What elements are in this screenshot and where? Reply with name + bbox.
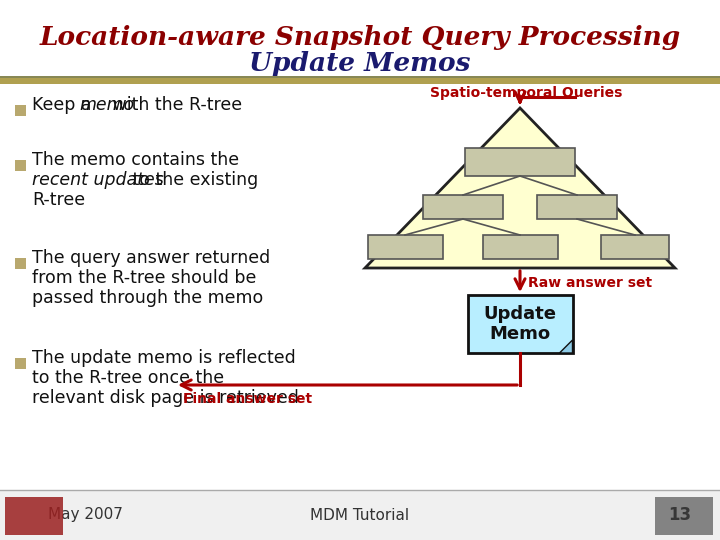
- Bar: [15, 358, 26, 369]
- Bar: [367, 235, 443, 259]
- Bar: [0, 78, 720, 84]
- Polygon shape: [559, 340, 572, 353]
- Text: Location-aware Snapshot Query Processing: Location-aware Snapshot Query Processing: [40, 25, 680, 51]
- Text: Keep a: Keep a: [32, 96, 97, 114]
- Text: to the R-tree once the: to the R-tree once the: [32, 369, 224, 387]
- Bar: [5, 497, 63, 535]
- Text: passed through the memo: passed through the memo: [32, 289, 264, 307]
- Text: 13: 13: [668, 506, 692, 524]
- Bar: [0, 490, 720, 540]
- Text: memo: memo: [80, 96, 135, 114]
- Bar: [537, 195, 617, 219]
- Bar: [465, 148, 575, 176]
- Text: MDM Tutorial: MDM Tutorial: [310, 508, 410, 523]
- Text: The memo contains the: The memo contains the: [32, 151, 239, 169]
- Text: The update memo is reflected: The update memo is reflected: [32, 349, 296, 367]
- Bar: [655, 497, 713, 535]
- Bar: [467, 295, 572, 353]
- Bar: [15, 258, 26, 269]
- Text: with the R-tree: with the R-tree: [107, 96, 242, 114]
- Bar: [15, 105, 26, 116]
- Text: recent updates: recent updates: [32, 171, 163, 189]
- Bar: [482, 235, 557, 259]
- Text: May 2007: May 2007: [48, 508, 122, 523]
- Bar: [15, 160, 26, 171]
- Text: R-tree: R-tree: [32, 191, 85, 209]
- Text: to the existing: to the existing: [127, 171, 258, 189]
- Text: The query answer returned: The query answer returned: [32, 249, 270, 267]
- Bar: [601, 235, 669, 259]
- Text: Update
Memo: Update Memo: [484, 305, 557, 343]
- Text: Spatio-temporal Queries: Spatio-temporal Queries: [430, 86, 622, 100]
- Text: from the R-tree should be: from the R-tree should be: [32, 269, 256, 287]
- Text: Raw answer set: Raw answer set: [528, 276, 652, 290]
- Polygon shape: [365, 108, 675, 268]
- Bar: [423, 195, 503, 219]
- Bar: [0, 76, 720, 78]
- Text: relevant disk page is retrieved: relevant disk page is retrieved: [32, 389, 299, 407]
- Text: Final answer set: Final answer set: [183, 392, 312, 406]
- Text: Update Memos: Update Memos: [249, 51, 471, 76]
